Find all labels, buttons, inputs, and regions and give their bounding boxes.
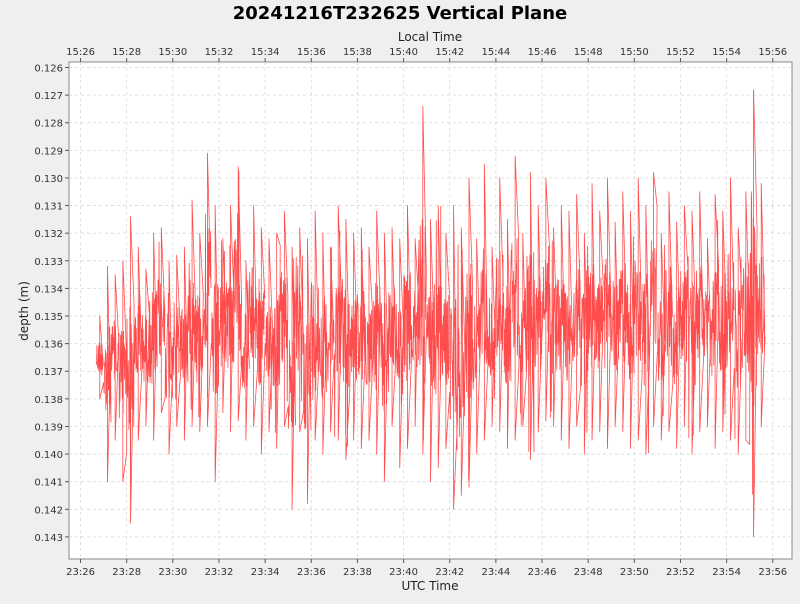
y-tick-label: 0.126: [34, 64, 63, 75]
x-tick-label-bottom: 23:52: [666, 567, 695, 578]
x-tick-label-top: 15:40: [389, 47, 418, 58]
y-tick-label: 0.134: [34, 284, 63, 295]
series-layer: [95, 89, 766, 538]
x-tick-label-top: 15:56: [758, 47, 787, 58]
x-tick-label-bottom: 23:38: [343, 567, 372, 578]
y-tick-label: 0.142: [34, 505, 63, 516]
x-tick-label-bottom: 23:56: [758, 567, 787, 578]
y-tick-label: 0.129: [34, 146, 63, 157]
y-tick-label: 0.135: [34, 312, 63, 323]
y-tick-label: 0.133: [34, 257, 63, 268]
top-axis-label: Local Time: [398, 30, 462, 44]
x-tick-label-bottom: 23:36: [297, 567, 326, 578]
x-tick-label-top: 15:44: [481, 47, 510, 58]
y-tick-label: 0.137: [34, 367, 63, 378]
x-tick-label-top: 15:30: [158, 47, 187, 58]
x-tick-label-top: 15:52: [666, 47, 695, 58]
x-tick-label-top: 15:48: [574, 47, 603, 58]
x-tick-label-bottom: 23:54: [712, 567, 741, 578]
x-tick-label-top: 15:46: [528, 47, 557, 58]
x-tick-label-bottom: 23:32: [205, 567, 234, 578]
x-tick-label-bottom: 23:42: [435, 567, 464, 578]
y-tick-label: 0.143: [34, 533, 63, 544]
axis-ticks: 0.126 0.127 0.128 0.129 0.130 0.131 0.132 0.133…: [34, 47, 787, 578]
x-tick-label-bottom: 23:28: [112, 567, 141, 578]
x-tick-label-bottom: 23:48: [574, 567, 603, 578]
x-tick-label-bottom: 23:50: [620, 567, 649, 578]
y-tick-label: 0.127: [34, 91, 63, 102]
x-tick-label-top: 15:28: [112, 47, 141, 58]
x-tick-label-top: 15:50: [620, 47, 649, 58]
y-tick-label: 0.140: [34, 450, 63, 461]
y-tick-label: 0.132: [34, 229, 63, 240]
y-tick-label: 0.138: [34, 395, 63, 406]
x-tick-label-bottom: 23:30: [158, 567, 187, 578]
x-tick-label-bottom: 23:40: [389, 567, 418, 578]
x-tick-label-top: 15:38: [343, 47, 372, 58]
x-tick-label-bottom: 23:34: [251, 567, 280, 578]
y-tick-label: 0.130: [34, 174, 63, 185]
y-tick-label: 0.141: [34, 478, 63, 489]
y-tick-label: 0.131: [34, 202, 63, 213]
y-tick-label: 0.139: [34, 422, 63, 433]
y-tick-label: 0.128: [34, 119, 63, 130]
y-axis-label: depth (m): [17, 281, 31, 341]
x-tick-label-top: 15:36: [297, 47, 326, 58]
bottom-axis-label: UTC Time: [402, 579, 459, 593]
x-tick-label-bottom: 23:46: [528, 567, 557, 578]
depth-series-line: [95, 89, 766, 538]
y-tick-label: 0.136: [34, 340, 63, 351]
x-tick-label-bottom: 23:26: [66, 567, 95, 578]
x-tick-label-top: 15:54: [712, 47, 741, 58]
x-tick-label-top: 15:34: [251, 47, 280, 58]
x-tick-label-top: 15:26: [66, 47, 95, 58]
chart-title: 20241216T232625 Vertical Plane: [233, 3, 567, 24]
x-tick-label-bottom: 23:44: [481, 567, 510, 578]
x-tick-label-top: 15:32: [205, 47, 234, 58]
x-tick-label-top: 15:42: [435, 47, 464, 58]
